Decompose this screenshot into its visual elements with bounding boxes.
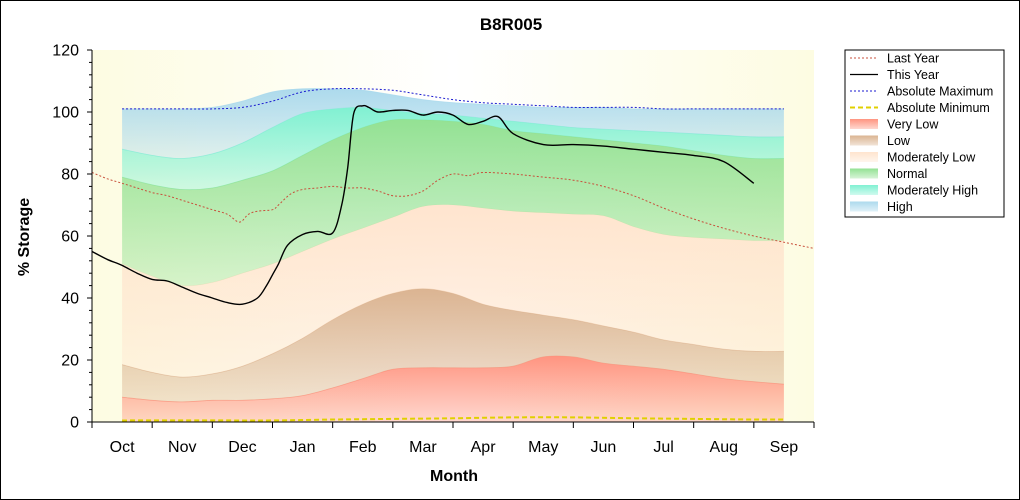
- legend-swatch-moderately-low: [850, 152, 878, 162]
- series-line-absolute-maximum: [122, 87, 784, 110]
- x-tick-label: Oct: [110, 439, 135, 456]
- y-tick-label: 80: [61, 167, 79, 184]
- legend-label-low: Low: [887, 134, 911, 148]
- legend-label-last-year: Last Year: [887, 52, 939, 66]
- legend-label-high: High: [887, 200, 913, 214]
- x-tick-label: Jul: [653, 439, 673, 456]
- y-tick-label: 120: [52, 43, 79, 60]
- x-tick-label: Feb: [349, 439, 377, 456]
- x-tick-label: Jun: [591, 439, 617, 456]
- band-low: [122, 288, 784, 402]
- x-axis-label: Month: [430, 468, 478, 485]
- legend-label-normal: Normal: [887, 167, 927, 181]
- x-tick-label: Dec: [228, 439, 256, 456]
- y-tick-label: 20: [61, 353, 79, 370]
- series-line-absolute-minimum: [122, 416, 784, 422]
- legend-swatch-low: [850, 135, 878, 146]
- legend-swatch-moderately-high: [850, 185, 878, 195]
- x-tick-label: Sep: [770, 439, 799, 456]
- legend-label-moderately-low: Moderately Low: [887, 151, 976, 165]
- y-tick-label: 40: [61, 291, 79, 308]
- legend-swatch-very-low: [850, 119, 878, 129]
- y-tick-label: 100: [52, 105, 79, 122]
- band-very-low: [122, 355, 784, 422]
- band-moderately-high: [122, 107, 784, 190]
- x-tick-label: May: [528, 439, 558, 456]
- chart-title: B8R005: [480, 15, 542, 34]
- legend-label-absolute-maximum: Absolute Maximum: [887, 85, 993, 99]
- x-tick-label: Aug: [710, 439, 738, 456]
- x-tick-label: Nov: [168, 439, 196, 456]
- x-tick-label: Apr: [471, 439, 497, 456]
- legend-swatch-normal: [850, 168, 878, 179]
- legend-label-very-low: Very Low: [887, 118, 939, 132]
- x-tick-label: Jan: [290, 439, 316, 456]
- x-tick-label: Mar: [409, 439, 437, 456]
- y-tick-label: 60: [61, 229, 79, 246]
- band-high: [122, 88, 784, 159]
- y-tick-label: 0: [70, 415, 79, 432]
- band-moderately-low: [122, 204, 784, 378]
- series-line-this-year: [91, 104, 755, 306]
- legend-label-moderately-high: Moderately High: [887, 184, 978, 198]
- legend-label-absolute-minimum: Absolute Minimum: [887, 101, 990, 115]
- legend-label-this-year: This Year: [887, 68, 939, 82]
- legend-swatch-high: [850, 201, 878, 212]
- y-axis-label: % Storage: [16, 198, 33, 276]
